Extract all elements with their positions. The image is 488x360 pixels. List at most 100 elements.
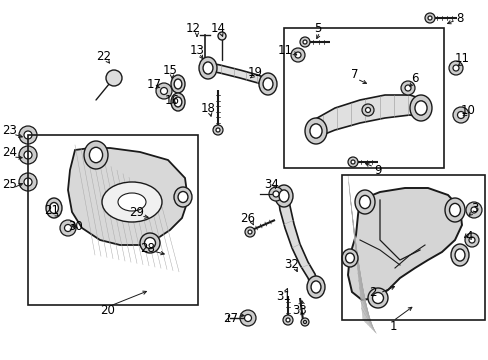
Text: 28: 28 <box>140 242 155 255</box>
Ellipse shape <box>454 249 464 261</box>
Ellipse shape <box>409 95 431 121</box>
Text: 8: 8 <box>455 12 463 24</box>
Polygon shape <box>278 192 317 288</box>
Ellipse shape <box>174 97 182 107</box>
Circle shape <box>457 112 464 118</box>
Circle shape <box>24 131 32 139</box>
Text: 26: 26 <box>240 211 255 225</box>
Polygon shape <box>309 95 424 140</box>
Text: 11: 11 <box>277 44 292 57</box>
Ellipse shape <box>144 238 155 248</box>
Ellipse shape <box>259 73 276 95</box>
Ellipse shape <box>140 233 160 253</box>
Ellipse shape <box>306 276 325 298</box>
Circle shape <box>470 207 476 213</box>
Circle shape <box>240 310 256 326</box>
Circle shape <box>294 52 301 58</box>
Circle shape <box>448 61 462 75</box>
Text: 23: 23 <box>2 123 18 136</box>
Text: 2: 2 <box>368 287 376 300</box>
Circle shape <box>464 233 478 247</box>
Text: 11: 11 <box>453 51 468 64</box>
Ellipse shape <box>354 190 374 214</box>
Circle shape <box>365 108 370 112</box>
Text: 34: 34 <box>264 177 279 190</box>
Ellipse shape <box>450 244 468 266</box>
Circle shape <box>427 16 431 20</box>
Circle shape <box>19 173 37 191</box>
Bar <box>341 175 484 320</box>
Ellipse shape <box>171 93 184 111</box>
Circle shape <box>303 320 306 324</box>
Text: 30: 30 <box>68 220 83 233</box>
Text: 19: 19 <box>247 66 262 78</box>
Text: 25: 25 <box>2 179 18 192</box>
Ellipse shape <box>199 57 217 79</box>
Text: 27: 27 <box>223 311 238 324</box>
Ellipse shape <box>444 198 464 222</box>
Polygon shape <box>68 148 187 245</box>
Text: 3: 3 <box>470 202 478 215</box>
Polygon shape <box>204 62 269 88</box>
Text: 22: 22 <box>96 49 111 63</box>
Ellipse shape <box>414 101 426 115</box>
Circle shape <box>106 70 122 86</box>
Circle shape <box>216 128 220 132</box>
Circle shape <box>218 32 225 40</box>
Ellipse shape <box>46 198 62 218</box>
Text: 7: 7 <box>350 68 358 81</box>
Circle shape <box>64 225 71 231</box>
Text: 1: 1 <box>388 320 396 333</box>
Text: 32: 32 <box>284 257 299 270</box>
Text: 10: 10 <box>460 104 474 117</box>
Ellipse shape <box>89 147 102 163</box>
Text: 14: 14 <box>210 22 225 35</box>
Text: 6: 6 <box>410 72 418 85</box>
Circle shape <box>60 220 76 236</box>
Circle shape <box>465 202 481 218</box>
Bar <box>284 28 443 168</box>
Ellipse shape <box>310 281 320 293</box>
Ellipse shape <box>309 124 322 138</box>
Text: 16: 16 <box>164 94 179 107</box>
Ellipse shape <box>178 192 187 202</box>
Circle shape <box>452 107 468 123</box>
Circle shape <box>156 83 172 99</box>
Circle shape <box>244 315 251 321</box>
Circle shape <box>24 178 32 186</box>
Ellipse shape <box>203 62 212 74</box>
Ellipse shape <box>279 190 288 202</box>
Circle shape <box>268 187 283 201</box>
Ellipse shape <box>341 249 357 267</box>
Circle shape <box>468 237 474 243</box>
Ellipse shape <box>372 292 383 303</box>
Circle shape <box>452 65 458 71</box>
Text: 21: 21 <box>44 203 60 216</box>
Polygon shape <box>347 188 461 300</box>
Circle shape <box>244 227 254 237</box>
Ellipse shape <box>84 141 108 169</box>
Text: 33: 33 <box>292 303 307 316</box>
Text: 15: 15 <box>162 63 177 77</box>
Circle shape <box>160 87 167 94</box>
Ellipse shape <box>448 203 460 217</box>
Circle shape <box>247 230 251 234</box>
Ellipse shape <box>305 118 326 144</box>
Circle shape <box>285 318 289 322</box>
Text: 20: 20 <box>101 303 115 316</box>
Text: 18: 18 <box>200 102 215 114</box>
Ellipse shape <box>274 185 292 207</box>
Ellipse shape <box>174 187 192 207</box>
Text: 13: 13 <box>189 44 204 57</box>
Text: 17: 17 <box>146 77 161 90</box>
Ellipse shape <box>174 79 182 89</box>
Circle shape <box>19 126 37 144</box>
Circle shape <box>290 48 305 62</box>
Bar <box>28 135 198 305</box>
Ellipse shape <box>171 75 184 93</box>
Text: 31: 31 <box>276 289 291 302</box>
Circle shape <box>24 151 32 159</box>
Ellipse shape <box>49 202 58 213</box>
Ellipse shape <box>359 195 370 208</box>
Circle shape <box>361 104 373 116</box>
